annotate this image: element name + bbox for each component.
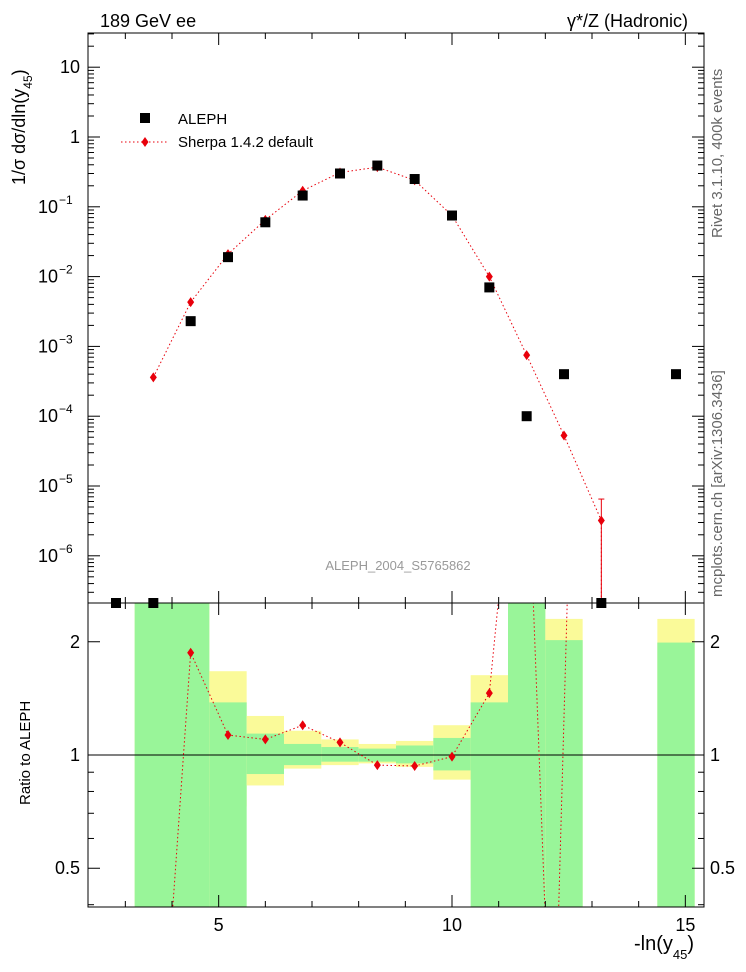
y-tick-label: 10 [38, 267, 58, 287]
main-data-point [297, 190, 308, 201]
main-data-point [335, 168, 345, 179]
ratio-y-tick-label-right: 2 [710, 632, 720, 652]
y-tick-label: 10 [38, 546, 58, 566]
ratio-band-inner-11 [545, 640, 583, 907]
y-tick-label: 10 [38, 336, 58, 356]
x-tick-label: 15 [675, 915, 695, 935]
ratio-y-axis-title: Ratio to ALEPH [17, 701, 34, 805]
legend-mc-marker [141, 137, 149, 147]
y-tick-label: 10 [38, 197, 58, 217]
y-tick-label-exp: −2 [59, 263, 73, 277]
y-tick-label: 1 [70, 127, 80, 147]
header-energy-label: 189 GeV ee [100, 11, 196, 31]
main-mc-point [597, 515, 605, 526]
ratio-mc-point [187, 647, 195, 658]
main-data-point [671, 369, 681, 380]
ratio-y-tick-label: 2 [70, 632, 80, 652]
ratio-mc-point [336, 737, 344, 748]
main-data-point [223, 252, 233, 263]
y-tick-label-exp: −4 [59, 402, 73, 416]
ratio-mc-point [224, 730, 232, 741]
y-tick-label-exp: −3 [59, 332, 73, 346]
ratio-band-inner-12 [657, 642, 695, 907]
header-process-label: γ*/Z (Hadronic) [567, 11, 688, 31]
main-data-point [372, 160, 383, 171]
main-mc-point [187, 297, 195, 308]
ratio-mc-point [485, 688, 493, 699]
ratio-bands [134, 603, 695, 907]
main-mc-point [149, 372, 157, 383]
y-tick-label: 10 [38, 476, 58, 496]
ratio-mc-point [448, 751, 456, 762]
ratio-band-inner-1 [172, 603, 210, 907]
main-mc-line [152, 166, 602, 603]
legend-data-label: ALEPH [178, 111, 227, 128]
rivet-label: Rivet 3.1.10, 400k events [709, 69, 726, 238]
main-data-point [447, 210, 457, 221]
ratio-mc-point [411, 760, 419, 771]
ratio-band-inner-0 [134, 603, 172, 907]
ratio-band-inner-5 [321, 747, 359, 762]
y-tick-label-exp: −1 [59, 193, 73, 207]
main-data-point [185, 316, 196, 327]
y-tick-label-exp: −5 [59, 472, 73, 486]
ratio-band-inner-9 [470, 702, 508, 907]
legend-mc-label: Sherpa 1.4.2 default [178, 134, 314, 151]
mcplots-label: mcplots.cern.ch [arXiv:1306.3436] [709, 370, 726, 597]
ratio-y-tick-label-right: 1 [710, 745, 720, 765]
main-data-point [559, 369, 569, 380]
y-axis-title: 1/σ dσ/dln(y45) [9, 69, 35, 185]
ratio-mc-point [299, 720, 307, 731]
ratio-y-tick-label: 1 [70, 745, 80, 765]
ratio-band-inner-10 [508, 603, 546, 907]
main-data-point [409, 174, 420, 185]
legend-data-marker [140, 113, 150, 123]
y-tick-label: 10 [38, 406, 58, 426]
main-mc-point [560, 430, 568, 441]
main-data-point [260, 217, 271, 228]
ratio-mc-point [373, 760, 381, 771]
main-mc-point [523, 350, 531, 361]
x-axis-title: -ln(y45) [634, 933, 694, 962]
x-tick-label: 10 [442, 915, 462, 935]
ratio-band-inner-7 [396, 745, 434, 764]
ratio-mc-point [261, 734, 269, 745]
main-data-point [521, 411, 532, 422]
ratio-y-tick-label-right: 0.5 [710, 858, 735, 878]
ratio-y-tick-label: 0.5 [55, 858, 80, 878]
main-mc-point [485, 271, 493, 282]
y-tick-label: 10 [60, 57, 80, 77]
analysis-watermark: ALEPH_2004_S5765862 [325, 558, 470, 573]
x-tick-label: 5 [214, 915, 224, 935]
y-tick-label-exp: −6 [59, 542, 73, 556]
main-data-point [484, 282, 495, 293]
